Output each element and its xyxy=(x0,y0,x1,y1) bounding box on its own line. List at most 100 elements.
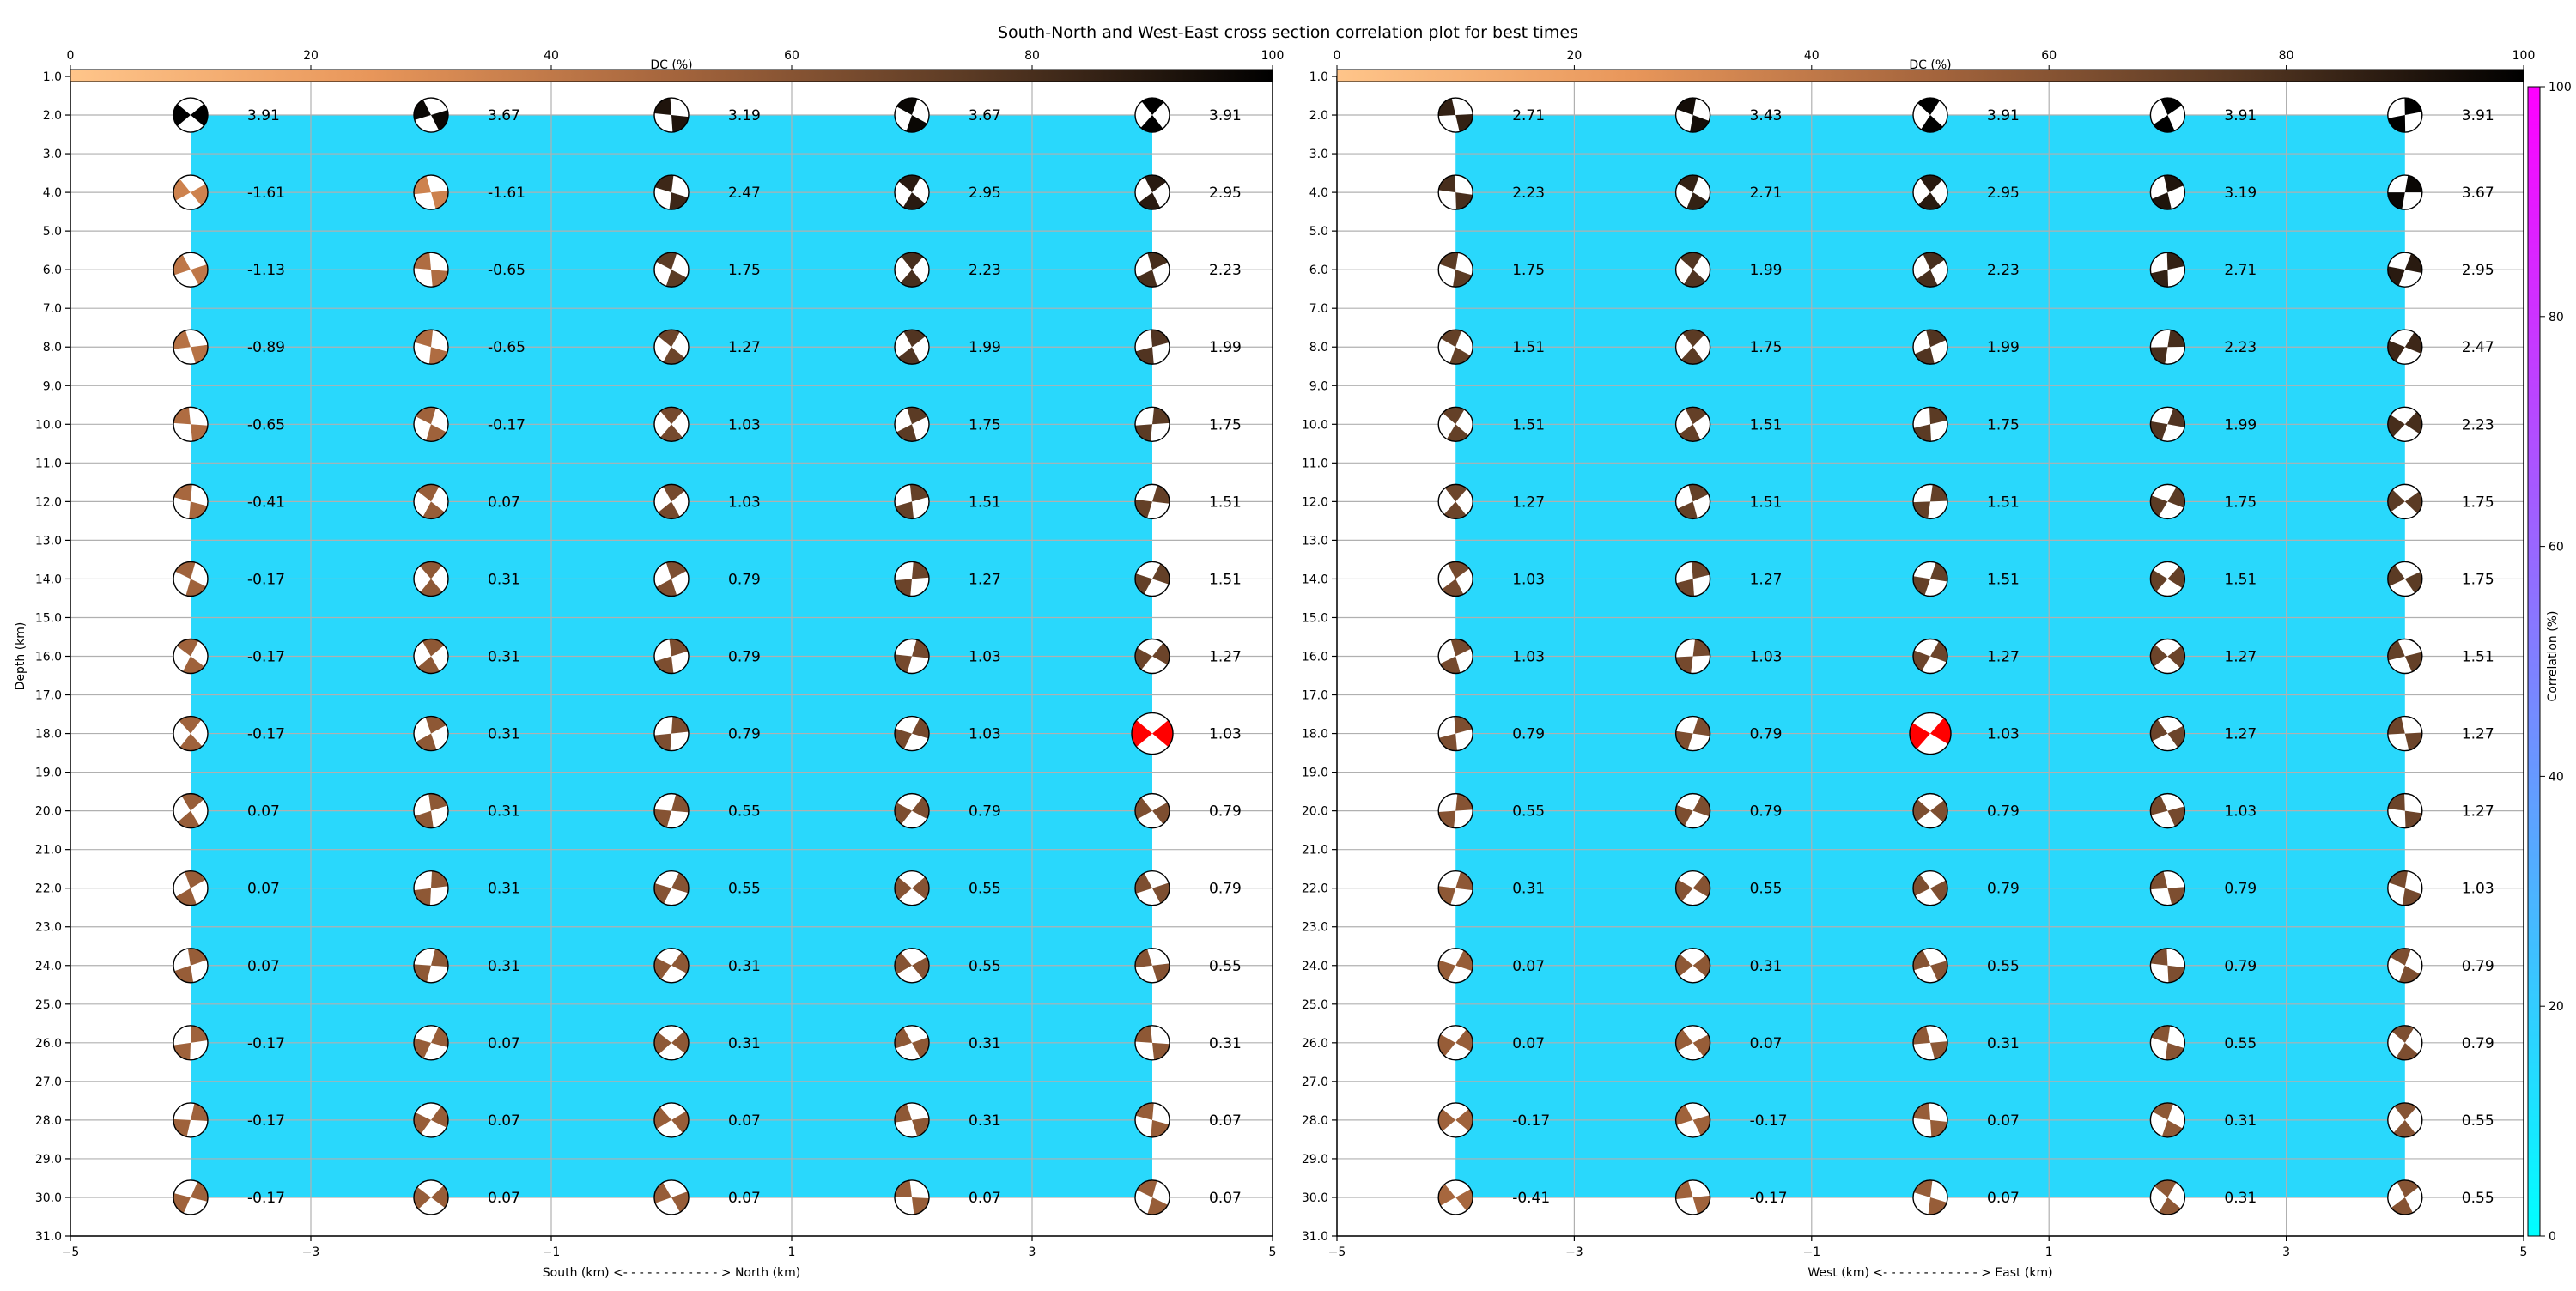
data-label: 1.75 xyxy=(1750,339,1783,356)
compressional-quadrant xyxy=(654,733,671,751)
compressional-quadrant xyxy=(1135,873,1152,894)
mechanism-outline xyxy=(1674,174,1711,210)
mechanism-marker xyxy=(894,1025,930,1061)
mechanism-outline xyxy=(2149,174,2186,210)
mechanism-outline xyxy=(894,638,930,675)
mechanism-outline xyxy=(2387,715,2423,752)
mechanism-marker xyxy=(2149,483,2186,520)
y-tick-label: 7.0 xyxy=(43,302,62,316)
mechanism-marker xyxy=(2387,483,2423,520)
compressional-quadrant xyxy=(2404,332,2422,354)
mechanism-outline xyxy=(173,561,209,597)
mechanism-marker xyxy=(1674,97,1711,133)
compressional-quadrant xyxy=(414,252,431,270)
compressional-quadrant xyxy=(898,175,920,193)
data-label: 0.55 xyxy=(2224,1035,2257,1052)
compressional-quadrant xyxy=(1450,639,1472,657)
compressional-quadrant xyxy=(173,104,191,126)
compressional-quadrant xyxy=(1682,330,1705,348)
x-tick-label: −3 xyxy=(302,1246,320,1259)
compressional-quadrant xyxy=(660,407,683,425)
mechanism-outline xyxy=(1134,1102,1170,1138)
compressional-quadrant xyxy=(1444,484,1467,502)
mechanism-marker xyxy=(1674,948,1711,984)
compressional-quadrant xyxy=(1920,175,1942,193)
y-tick-label: 1.0 xyxy=(43,70,62,84)
mechanism-outline xyxy=(1437,561,1473,597)
mechanism-outline xyxy=(1912,561,1948,597)
mechanism-outline xyxy=(413,638,449,675)
compressional-quadrant xyxy=(2404,175,2422,193)
data-label: 2.23 xyxy=(1987,262,2020,279)
panel-south-north: 1.0 2.0 3.0 4.0 5.0 6.0 7.0 8.0 9.0 10.0 11.0 12.0 1… xyxy=(14,49,1284,1280)
data-label: 2.95 xyxy=(1987,185,2020,202)
data-label: 3.19 xyxy=(728,107,761,124)
data-label: 0.31 xyxy=(2224,1112,2257,1130)
compressional-quadrant xyxy=(912,956,929,979)
mechanism-marker xyxy=(653,97,690,133)
compressional-quadrant xyxy=(2387,489,2405,512)
mechanism-marker xyxy=(1674,174,1711,210)
x-tick-label: 3 xyxy=(1029,1246,1036,1259)
compressional-quadrant xyxy=(1135,424,1152,442)
mechanism-marker xyxy=(173,948,209,984)
compressional-quadrant xyxy=(912,718,929,739)
data-label: 1.51 xyxy=(1987,494,2020,511)
compressional-quadrant xyxy=(417,656,440,674)
data-label: 0.07 xyxy=(969,1190,1001,1207)
y-tick-label: 21.0 xyxy=(35,844,62,858)
mechanism-outline xyxy=(1437,1102,1473,1138)
y-tick-label: 16.0 xyxy=(35,651,62,664)
mechanism-outline xyxy=(1912,948,1948,984)
compressional-quadrant xyxy=(1675,656,1693,674)
mechanism-marker xyxy=(1912,1102,1948,1138)
compressional-quadrant xyxy=(1675,1105,1693,1125)
compressional-quadrant xyxy=(2150,871,2168,890)
compressional-quadrant xyxy=(912,797,929,820)
compressional-quadrant xyxy=(2150,719,2168,742)
mechanism-outline xyxy=(1134,329,1170,365)
x-tick-label: 5 xyxy=(2520,1246,2528,1259)
data-label: -0.41 xyxy=(247,494,285,511)
y-tick-label: 28.0 xyxy=(35,1114,62,1128)
compressional-quadrant xyxy=(185,579,206,597)
compressional-quadrant xyxy=(895,1180,912,1197)
mechanism-marker xyxy=(1437,638,1473,675)
mechanism-marker xyxy=(2149,638,2186,675)
compressional-quadrant xyxy=(189,501,208,519)
mechanism-outline xyxy=(1912,870,1948,906)
compressional-quadrant xyxy=(416,733,437,751)
compressional-quadrant xyxy=(671,716,689,734)
mechanism-outline xyxy=(1674,948,1711,984)
data-label: 0.31 xyxy=(1209,1035,1242,1052)
mechanism-marker xyxy=(894,715,930,752)
compressional-quadrant xyxy=(414,810,434,828)
compressional-quadrant xyxy=(1455,950,1473,971)
mechanism-outline xyxy=(653,1025,690,1061)
y-tick-label: 29.0 xyxy=(35,1153,62,1167)
mechanism-outline xyxy=(1134,483,1170,520)
compressional-quadrant xyxy=(1913,949,1930,971)
data-label: -0.41 xyxy=(1512,1190,1550,1207)
y-tick-label: 5.0 xyxy=(43,225,62,239)
compressional-quadrant xyxy=(2402,888,2421,906)
mechanism-marker xyxy=(1674,638,1711,675)
y-tick-label: 2.0 xyxy=(43,109,62,123)
compressional-quadrant xyxy=(656,579,677,597)
y-tick-label: 11.0 xyxy=(1302,457,1328,470)
compressional-quadrant xyxy=(1135,573,1152,595)
mechanism-marker xyxy=(413,638,449,675)
compressional-quadrant xyxy=(1930,562,1947,582)
mechanism-outline xyxy=(173,406,209,442)
compressional-quadrant xyxy=(1152,407,1170,425)
mechanism-marker xyxy=(173,1025,209,1061)
data-label: -0.17 xyxy=(247,571,285,588)
mechanism-marker xyxy=(894,870,930,906)
mechanism-marker xyxy=(1674,715,1711,752)
mechanism-marker xyxy=(413,97,449,133)
compressional-quadrant xyxy=(1152,720,1173,747)
compressional-quadrant xyxy=(671,794,690,813)
mechanism-marker xyxy=(2387,252,2423,288)
data-label: 0.79 xyxy=(1512,726,1545,743)
mechanism-marker xyxy=(653,715,690,752)
